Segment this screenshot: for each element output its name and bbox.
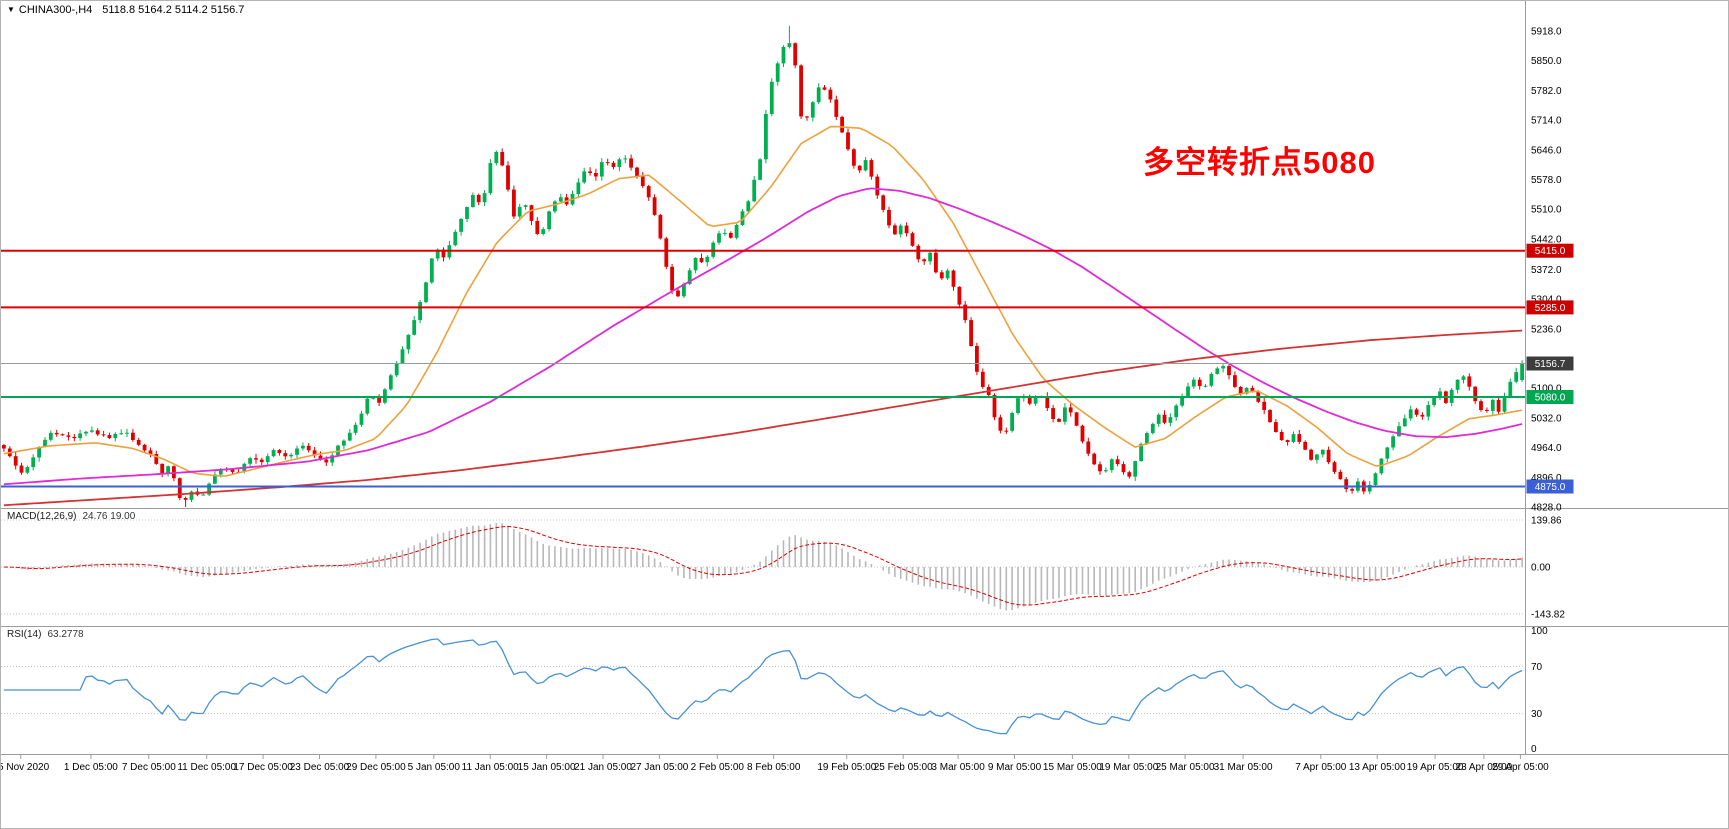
svg-text:7 Dec 05:00: 7 Dec 05:00: [122, 762, 176, 773]
macd-values: 24.76 19.00: [82, 511, 136, 522]
macd-pane: [3, 523, 1523, 611]
svg-text:5236.0: 5236.0: [1531, 324, 1562, 335]
pane-dividers: [1, 1, 1728, 755]
svg-text:25 Mar 05:00: 25 Mar 05:00: [1156, 762, 1215, 773]
svg-text:5372.0: 5372.0: [1531, 265, 1562, 276]
svg-text:29 Apr 05:00: 29 Apr 05:00: [1492, 762, 1549, 773]
svg-text:4875.0: 4875.0: [1535, 482, 1566, 493]
symbol-dropdown-icon[interactable]: ▼: [7, 5, 15, 14]
svg-text:-143.82: -143.82: [1531, 610, 1565, 621]
svg-text:0: 0: [1531, 744, 1537, 755]
svg-text:5100.0: 5100.0: [1531, 384, 1562, 395]
macd-label: MACD(12,26,9): [7, 511, 77, 522]
symbol-info-bar: ▼ CHINA300-,H4 5118.8 5164.2 5114.2 5156.7: [7, 4, 244, 16]
svg-text:31 Mar 05:00: 31 Mar 05:00: [1214, 762, 1273, 773]
svg-text:15 Mar 05:00: 15 Mar 05:00: [1043, 762, 1102, 773]
svg-text:25 Feb 05:00: 25 Feb 05:00: [874, 762, 933, 773]
indicator-guides: [1, 519, 1525, 715]
ma-medium-magenta: [3, 187, 1523, 486]
svg-text:5442.0: 5442.0: [1531, 234, 1562, 245]
svg-text:23 Apr 05:00: 23 Apr 05:00: [1456, 762, 1513, 773]
svg-text:5646.0: 5646.0: [1531, 145, 1562, 156]
rsi-indicator-header: RSI(14) 63.2778: [7, 629, 84, 640]
svg-text:2 Feb 05:00: 2 Feb 05:00: [691, 762, 745, 773]
svg-text:9 Mar 05:00: 9 Mar 05:00: [988, 762, 1042, 773]
svg-text:5850.0: 5850.0: [1531, 56, 1562, 67]
price-levels-layer: [1, 249, 1525, 488]
svg-text:19 Feb 05:00: 19 Feb 05:00: [817, 762, 876, 773]
svg-text:5415.0: 5415.0: [1535, 246, 1566, 257]
candles-layer: [2, 25, 1524, 507]
svg-text:4828.0: 4828.0: [1531, 503, 1562, 514]
svg-text:4896.0: 4896.0: [1531, 473, 1562, 484]
svg-text:19 Apr 05:00: 19 Apr 05:00: [1407, 762, 1464, 773]
macd-signal-line: [3, 525, 1523, 606]
svg-text:139.86: 139.86: [1531, 516, 1562, 527]
rsi-line: [3, 638, 1523, 735]
svg-text:3 Mar 05:00: 3 Mar 05:00: [931, 762, 985, 773]
macd-indicator-header: MACD(12,26,9) 24.76 19.00: [7, 511, 135, 522]
svg-text:8 Feb 05:00: 8 Feb 05:00: [747, 762, 801, 773]
rsi-axis: 100 70 30 0: [1531, 626, 1548, 755]
svg-text:7 Apr 05:00: 7 Apr 05:00: [1295, 762, 1347, 773]
svg-text:25 Nov 2020: 25 Nov 2020: [1, 762, 50, 773]
svg-text:5918.0: 5918.0: [1531, 27, 1562, 38]
svg-text:30: 30: [1531, 709, 1543, 720]
svg-text:17 Dec 05:00: 17 Dec 05:00: [233, 762, 293, 773]
svg-text:5 Jan 05:00: 5 Jan 05:00: [408, 762, 461, 773]
price-axis: 5918.0 5850.0 5782.0 5714.0 5646.0 5578.0 5510…: [1531, 27, 1562, 514]
svg-text:4964.0: 4964.0: [1531, 443, 1562, 454]
svg-text:11 Dec 05:00: 11 Dec 05:00: [177, 762, 236, 773]
svg-text:23 Dec 05:00: 23 Dec 05:00: [290, 762, 350, 773]
svg-text:29 Dec 05:00: 29 Dec 05:00: [346, 762, 406, 773]
svg-text:21 Jan 05:00: 21 Jan 05:00: [574, 762, 632, 773]
symbol-title: CHINA300-,H4: [18, 4, 93, 16]
svg-text:70: 70: [1531, 662, 1543, 673]
svg-text:5510.0: 5510.0: [1531, 205, 1562, 216]
annotation-text: 多空转折点5080: [1143, 145, 1376, 180]
svg-text:15 Jan 05:00: 15 Jan 05:00: [518, 762, 576, 773]
rsi-value: 63.2778: [47, 629, 84, 640]
svg-text:11 Jan 05:00: 11 Jan 05:00: [462, 762, 520, 773]
rsi-label: RSI(14): [7, 629, 42, 640]
svg-text:1 Dec 05:00: 1 Dec 05:00: [64, 762, 118, 773]
svg-text:5782.0: 5782.0: [1531, 86, 1562, 97]
ma-slow-red: [3, 329, 1523, 507]
svg-text:19 Mar 05:00: 19 Mar 05:00: [1099, 762, 1158, 773]
svg-text:5304.0: 5304.0: [1531, 295, 1562, 306]
svg-text:27 Jan 05:00: 27 Jan 05:00: [630, 762, 688, 773]
svg-text:5080.0: 5080.0: [1535, 393, 1566, 404]
svg-text:13 Apr 05:00: 13 Apr 05:00: [1349, 762, 1406, 773]
svg-text:5156.7: 5156.7: [1535, 359, 1566, 370]
macd-axis: 139.86 0.00 -143.82: [1531, 516, 1565, 621]
ohlc-readout: 5118.8 5164.2 5114.2 5156.7: [102, 4, 245, 16]
svg-text:100: 100: [1531, 626, 1548, 637]
svg-text:5578.0: 5578.0: [1531, 175, 1562, 186]
svg-text:0.00: 0.00: [1531, 563, 1551, 574]
svg-text:5032.0: 5032.0: [1531, 413, 1562, 424]
price-tags: 5415.0 5285.0 5156.7 5080.0 4875.0: [1526, 243, 1574, 494]
svg-text:5714.0: 5714.0: [1531, 116, 1562, 127]
svg-text:5285.0: 5285.0: [1535, 303, 1566, 314]
